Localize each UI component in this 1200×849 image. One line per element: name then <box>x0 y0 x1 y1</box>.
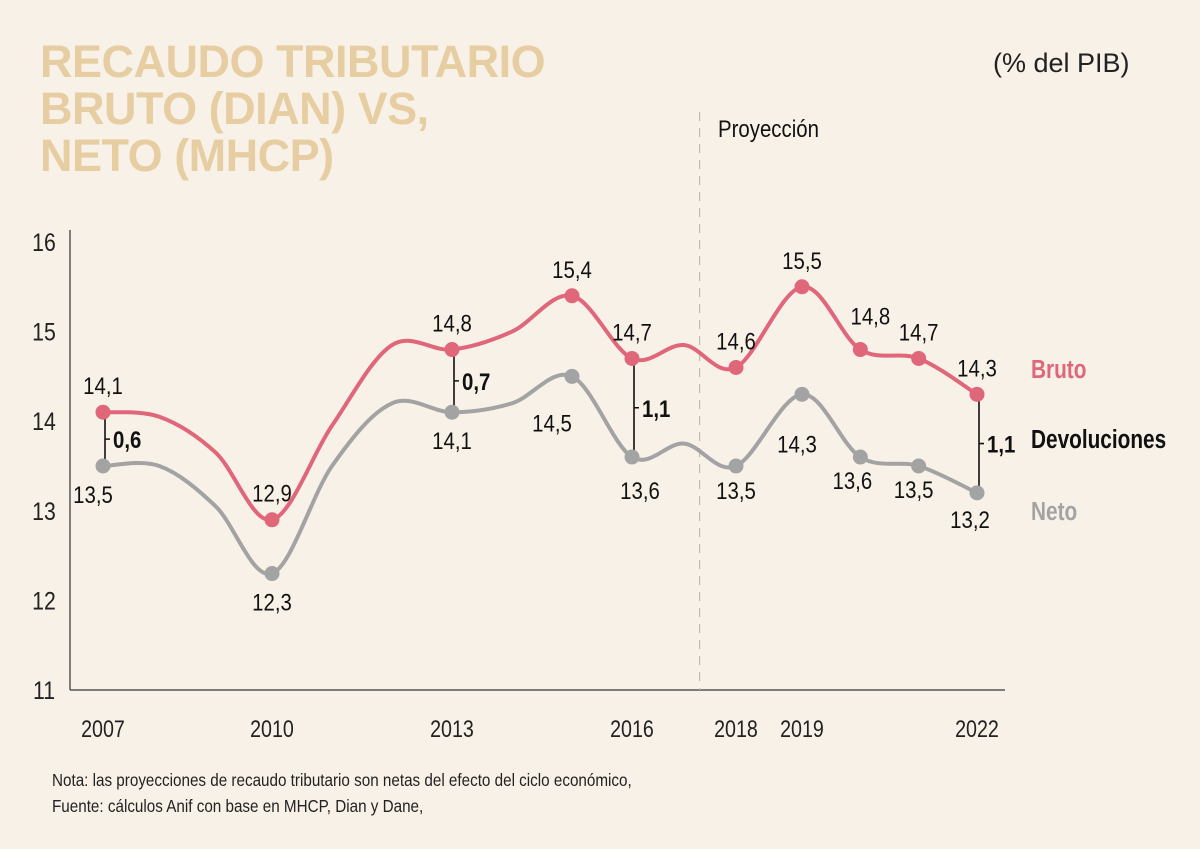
data-label-neto: 13,5 <box>73 481 113 508</box>
data-point-neto <box>444 404 460 420</box>
data-point-bruto <box>95 404 111 420</box>
data-label-bruto: 14,8 <box>432 310 472 337</box>
data-label-neto: 13,6 <box>832 467 872 494</box>
data-label-bruto: 14,8 <box>850 303 890 330</box>
data-point-bruto <box>444 342 460 358</box>
data-label-neto: 13,6 <box>620 477 660 504</box>
footnote: Nota: las proyecciones de recaudo tribut… <box>52 767 632 819</box>
gap-label: 0,7 <box>462 368 490 395</box>
y-tick-label: 14 <box>32 408 56 436</box>
data-label-neto: 12,3 <box>252 589 292 616</box>
data-point-bruto <box>264 512 280 528</box>
data-label-bruto: 14,6 <box>716 328 756 355</box>
data-label-bruto: 14,1 <box>83 373 123 400</box>
x-tick-label: 2018 <box>714 715 758 742</box>
projection-label: Proyección <box>718 116 819 143</box>
data-point-neto <box>969 485 985 501</box>
data-label-bruto: 15,5 <box>782 247 822 274</box>
y-tick-label: 12 <box>32 587 56 615</box>
data-label-bruto: 15,4 <box>552 256 592 283</box>
series-line-neto <box>101 372 979 576</box>
legend-bruto: Bruto <box>1031 355 1086 384</box>
data-point-neto <box>794 386 810 402</box>
unit-label: (% del PIB) <box>993 48 1130 78</box>
gap-bracket <box>449 350 459 412</box>
chart-title: RECAUDO TRIBUTARIO BRUTO (DIAN) VS, NETO… <box>40 36 546 181</box>
chart-title-line: RECAUDO TRIBUTARIO <box>40 36 546 87</box>
data-point-bruto <box>852 342 868 358</box>
gap-bracket <box>629 359 639 456</box>
data-label-neto: 14,5 <box>532 410 572 437</box>
data-point-bruto <box>728 359 744 375</box>
data-label-bruto: 14,7 <box>899 319 939 346</box>
chart-title-line: NETO (MHCP) <box>40 130 334 181</box>
legend-devoluciones: Devoluciones <box>1031 425 1166 454</box>
y-tick-label: 16 <box>32 228 56 256</box>
gap-label: 1,1 <box>642 395 670 422</box>
gap-bracket <box>974 395 984 492</box>
legend-neto: Neto <box>1031 497 1077 526</box>
chart-title-line: BRUTO (DIAN) VS, <box>40 83 429 134</box>
data-point-bruto <box>794 279 810 295</box>
data-label-bruto: 12,9 <box>252 480 292 507</box>
data-point-neto <box>564 368 580 384</box>
data-point-bruto <box>969 386 985 402</box>
series-line-bruto <box>101 284 979 522</box>
y-tick-label: 15 <box>32 318 56 346</box>
y-tick-label: 11 <box>33 676 55 704</box>
x-tick-label: 2010 <box>250 715 294 742</box>
data-point-neto <box>264 566 280 582</box>
data-point-neto <box>728 458 744 474</box>
data-label-bruto: 14,3 <box>957 355 997 382</box>
data-point-neto <box>852 449 868 465</box>
data-label-neto: 14,3 <box>777 431 817 458</box>
data-label-neto: 13,2 <box>950 506 990 533</box>
data-label-neto: 13,5 <box>716 477 756 504</box>
data-point-neto <box>95 458 111 474</box>
x-tick-label: 2007 <box>81 715 125 742</box>
x-tick-label: 2022 <box>955 715 999 742</box>
gap-label: 0,6 <box>113 427 141 454</box>
footnote-source: Fuente: cálculos Anif con base en MHCP, … <box>52 796 424 816</box>
x-tick-label: 2019 <box>780 715 824 742</box>
data-point-bruto <box>624 350 640 366</box>
data-label-bruto: 14,7 <box>612 319 652 346</box>
y-tick-label: 13 <box>32 497 56 525</box>
data-label-neto: 13,5 <box>894 476 934 503</box>
footnote-note: Nota: las proyecciones de recaudo tribut… <box>52 770 632 790</box>
data-point-bruto <box>564 288 580 304</box>
gap-label: 1,1 <box>987 431 1015 458</box>
data-point-bruto <box>911 350 927 366</box>
data-label-neto: 14,1 <box>432 428 472 455</box>
data-point-neto <box>624 449 640 465</box>
gap-bracket <box>100 413 110 465</box>
x-tick-label: 2013 <box>430 715 474 742</box>
data-point-neto <box>911 458 927 474</box>
x-tick-label: 2016 <box>610 715 654 742</box>
